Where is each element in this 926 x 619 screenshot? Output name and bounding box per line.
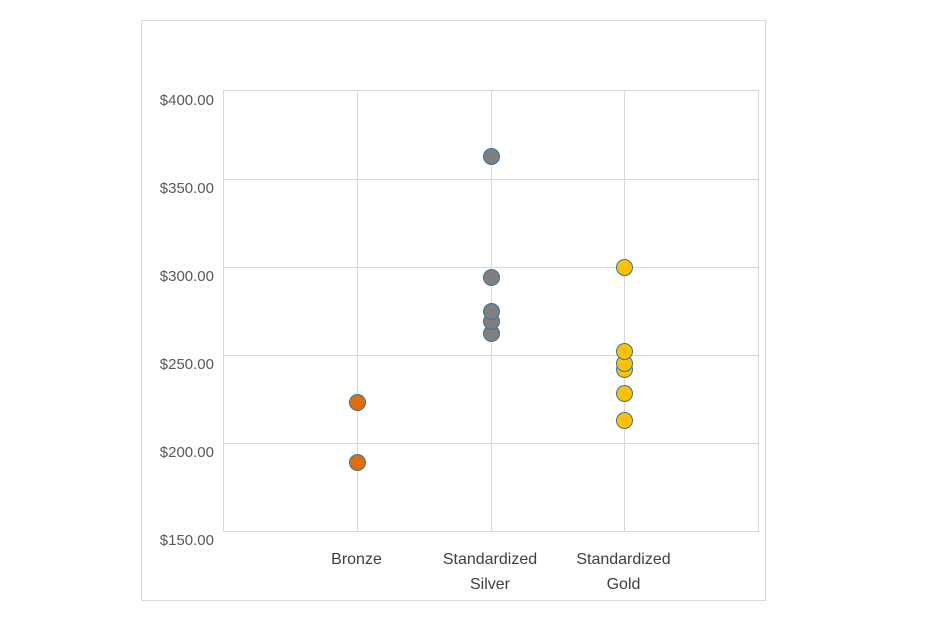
y-axis-tick-label: $350.00	[159, 180, 214, 197]
category-label: Standardized Silver	[442, 551, 538, 593]
data-point-standardized-silver[interactable]	[482, 147, 500, 165]
data-point-standardized-gold[interactable]	[616, 385, 633, 403]
chart-container[interactable]: $400.00 $350.00 $300.00 $250.00 $200.00 $150.…	[141, 20, 766, 601]
data-point-standardized-silver[interactable]	[482, 302, 500, 320]
data-point-bronze[interactable]	[349, 453, 366, 471]
plot-area	[223, 90, 759, 532]
data-point-standardized-gold[interactable]	[616, 258, 633, 276]
vertical-gridline	[357, 91, 358, 531]
data-point-standardized-silver[interactable]	[482, 269, 500, 287]
y-axis-tick-label: $400.00	[159, 92, 214, 109]
y-axis-tick-label: $150.00	[159, 532, 214, 549]
category-label: Bronze	[331, 551, 382, 568]
data-point-standardized-gold[interactable]	[616, 411, 633, 429]
y-axis-tick-label: $200.00	[159, 444, 214, 461]
category-label: Standardized Gold	[576, 551, 671, 593]
data-point-bronze[interactable]	[349, 394, 366, 412]
vertical-gridline	[624, 91, 625, 531]
y-axis-tick-label: $250.00	[159, 356, 214, 373]
data-point-standardized-gold[interactable]	[616, 342, 633, 360]
y-axis-tick-label: $300.00	[159, 268, 214, 285]
